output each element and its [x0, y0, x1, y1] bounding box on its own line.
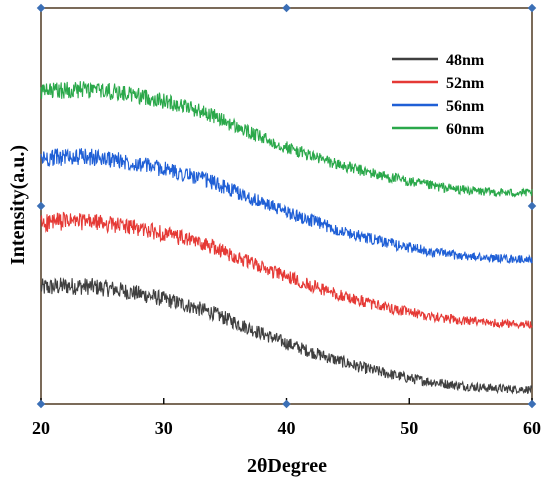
frame-handle-icon	[282, 3, 291, 13]
series-line-48nm	[40, 277, 533, 395]
frame-handle-icon	[527, 201, 537, 211]
series-line-60nm	[40, 81, 533, 198]
x-tick-label: 40	[278, 418, 296, 438]
frame-handle-icon	[36, 399, 46, 409]
legend: 48nm 52nm 56nm 60nm	[392, 52, 485, 138]
axis-layer: 20 30 40 50 60	[32, 3, 541, 438]
frame-handle-icon	[527, 399, 537, 409]
legend-label: 60nm	[446, 121, 485, 138]
legend-label: 52nm	[446, 75, 485, 92]
legend-label: 56nm	[446, 98, 485, 115]
legend-label: 48nm	[446, 52, 485, 69]
x-tick-label: 60	[523, 418, 541, 438]
y-axis-title: Intensity(a.u.)	[7, 145, 29, 265]
series-line-52nm	[40, 211, 533, 330]
x-tick-label: 30	[155, 418, 173, 438]
x-tick-label: 20	[32, 418, 50, 438]
frame-handle-icon	[282, 399, 291, 409]
series-layer	[40, 81, 533, 395]
series-line-56nm	[40, 148, 533, 265]
x-axis-title: 2θDegree	[247, 455, 327, 477]
x-tick-label: 50	[400, 418, 418, 438]
frame-handle-icon	[36, 3, 46, 13]
frame-handle-icon	[36, 201, 46, 211]
frame-handle-icon	[527, 3, 537, 13]
